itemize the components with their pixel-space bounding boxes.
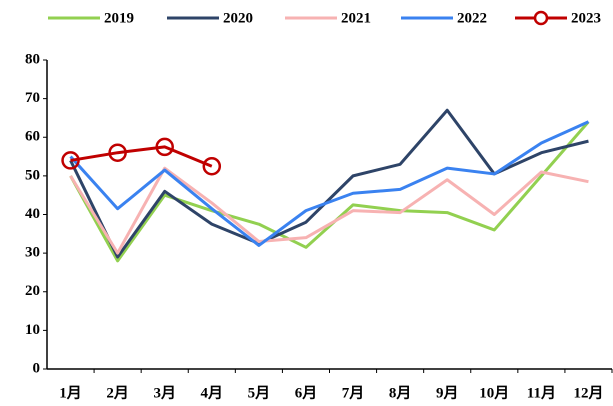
series-line: [70, 145, 213, 168]
x-tick-label: 12月: [573, 384, 603, 401]
x-tick-label: 2月: [106, 384, 129, 401]
marker: [202, 156, 222, 176]
x-tick-label: 8月: [389, 384, 412, 401]
y-tick-label: 30: [25, 245, 40, 261]
x-tick-label: 10月: [479, 384, 509, 401]
legend-label: 2023: [571, 10, 601, 26]
y-tick-label: 10: [25, 322, 40, 338]
series-line: [69, 120, 590, 263]
x-tick-label: 7月: [342, 384, 365, 401]
y-tick-label: 70: [25, 90, 40, 106]
y-tick-label: 50: [25, 167, 40, 183]
marker: [61, 151, 80, 170]
series-line: [69, 166, 589, 255]
y-tick-label: 80: [25, 51, 40, 67]
x-tick-label: 9月: [436, 384, 459, 401]
legend-label: 2019: [104, 10, 134, 26]
x-tick-label: 4月: [201, 384, 224, 401]
y-tick-label: 0: [33, 360, 41, 376]
y-tick-label: 40: [25, 206, 40, 222]
x-tick-label: 5月: [248, 384, 271, 401]
x-tick-label: 11月: [527, 384, 556, 401]
legend-label: 2022: [457, 10, 487, 26]
x-tick-label: 3月: [153, 384, 176, 401]
x-tick-label: 1月: [59, 384, 82, 401]
y-tick-label: 60: [25, 129, 40, 145]
series-line: [69, 120, 590, 247]
x-tick-label: 6月: [295, 384, 318, 401]
legend-label: 2021: [341, 10, 371, 26]
legend-marker: [533, 10, 549, 26]
y-tick-label: 20: [25, 283, 40, 299]
legend-label: 2020: [223, 10, 253, 26]
marker: [108, 143, 127, 162]
marker: [155, 137, 174, 157]
